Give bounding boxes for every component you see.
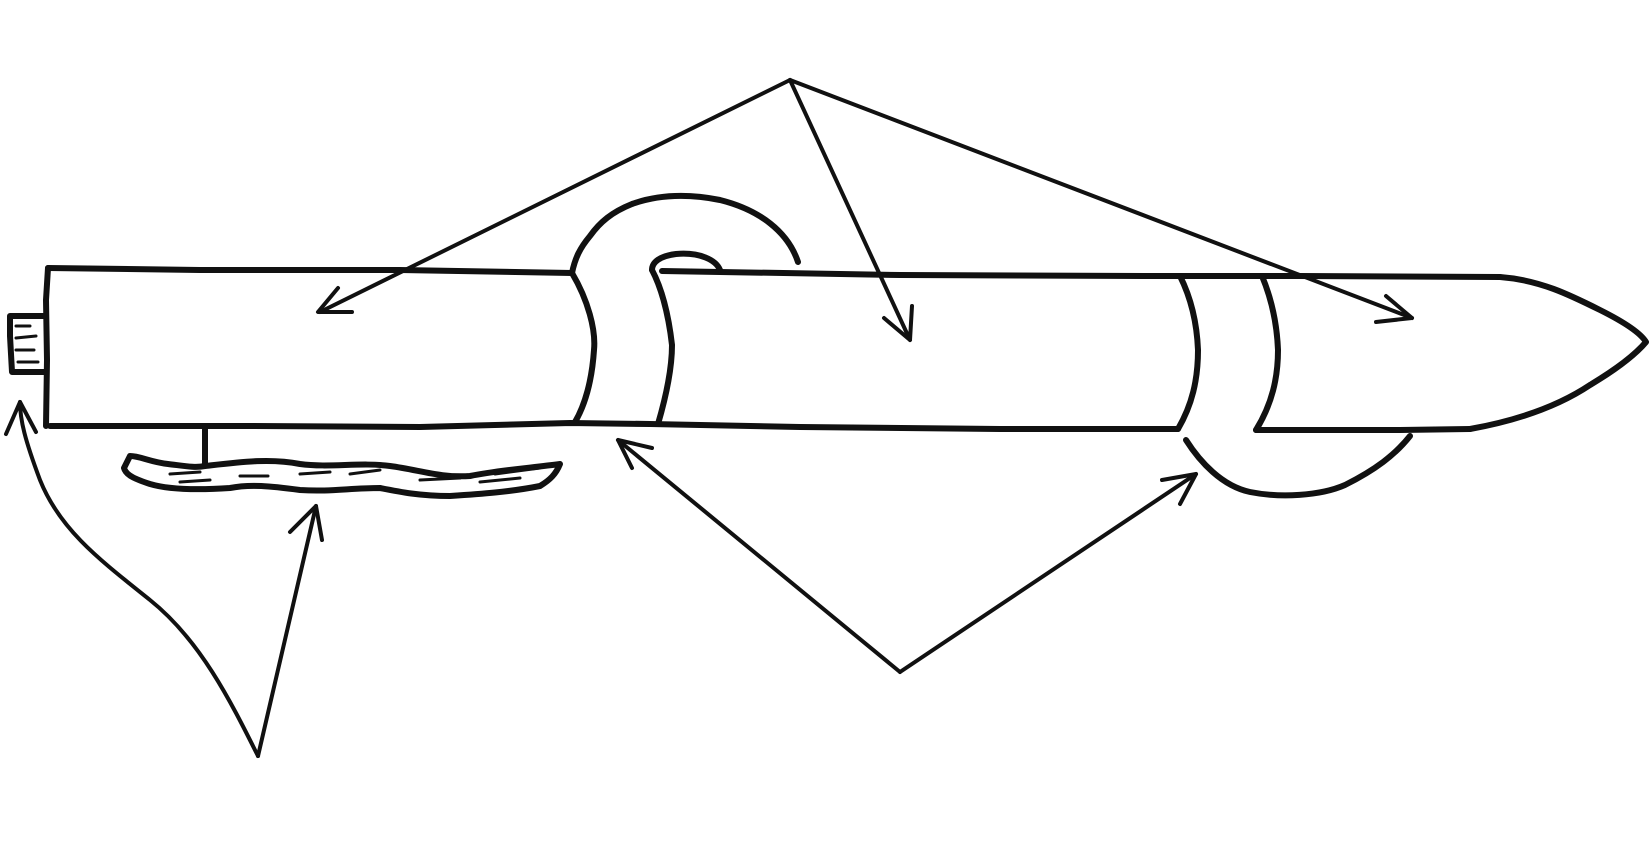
shaft-left-end: [43, 265, 51, 429]
shaft-bottom-edge: [47, 420, 1181, 432]
top-loop-descent: [649, 267, 675, 427]
arrowhead-bottom-left: [616, 438, 654, 470]
top-loop-outer: [569, 192, 801, 276]
leader-bottom-to-right: [898, 472, 1198, 674]
hanging-tag: [121, 453, 563, 499]
arrowhead-top-left: [316, 286, 354, 314]
shaft-bottom-edge-right: [1253, 426, 1473, 433]
leader-lowerleft-to-tag: [256, 504, 318, 758]
tag-texture: [168, 466, 542, 484]
band-2-right-ring: [1253, 273, 1281, 433]
shaft-top-edge: [45, 265, 575, 276]
arrowhead-bottom-right: [1160, 472, 1198, 506]
shaft-top-edge-right: [659, 268, 1503, 280]
arrowhead-lowerleft-tag: [288, 504, 324, 542]
leader-bottom-to-left: [616, 438, 902, 674]
arrowhead-top-right: [1374, 294, 1414, 324]
left-cap-marks: [14, 324, 40, 364]
arrowhead-lowerleft-cap: [4, 400, 38, 436]
bottom-loop: [1183, 433, 1413, 499]
leader-lowerleft-to-cap: [18, 400, 260, 758]
leader-top-to-middle: [788, 78, 912, 342]
top-loop-inner: [649, 250, 723, 273]
band-2-left-ring: [1175, 273, 1201, 432]
leader-top-to-left: [318, 78, 792, 314]
band-1-front: [569, 270, 598, 425]
pointed-tip: [1467, 274, 1649, 432]
leader-top-to-right: [788, 78, 1414, 320]
left-cap: [7, 313, 47, 375]
arrowhead-top-middle: [882, 304, 914, 342]
